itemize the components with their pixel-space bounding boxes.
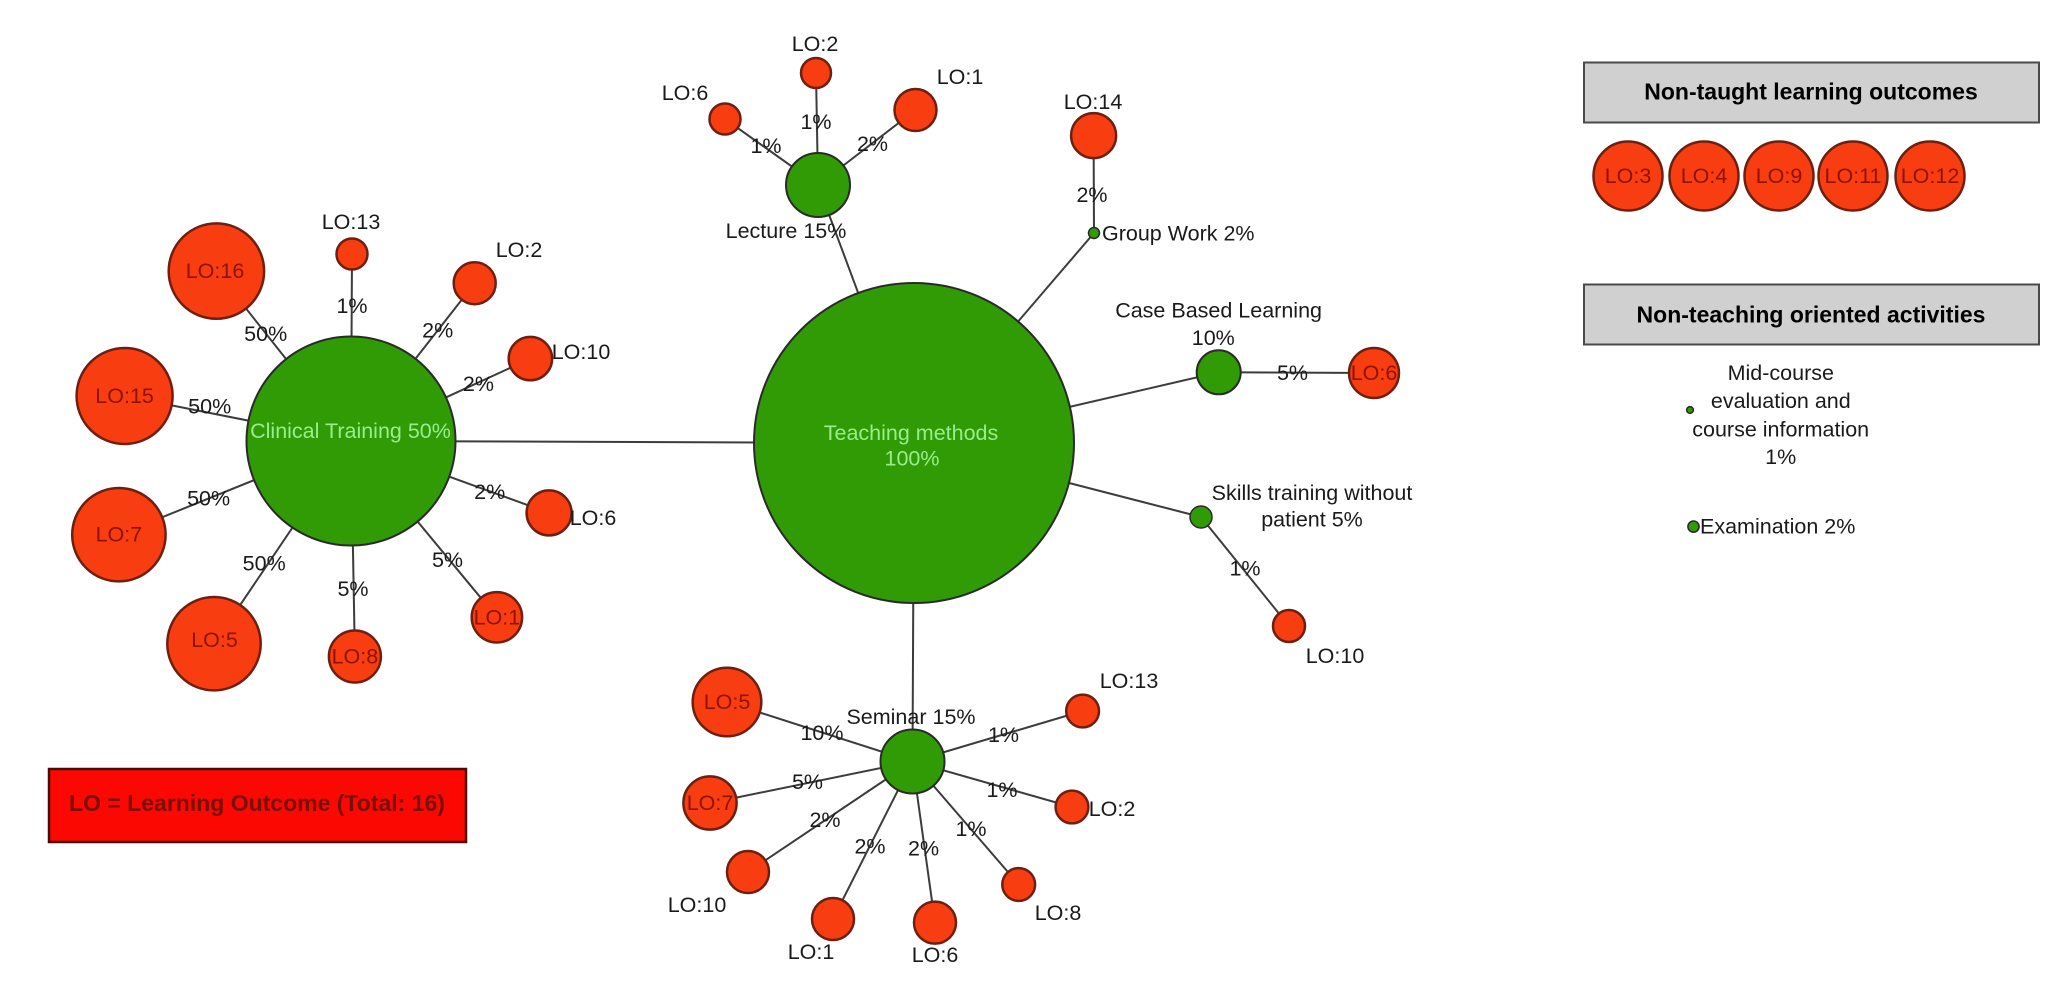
svg-text:1%: 1% xyxy=(750,134,781,158)
svg-text:2%: 2% xyxy=(854,835,885,859)
svg-text:LO:11: LO:11 xyxy=(1825,164,1882,188)
svg-text:evaluation and: evaluation and xyxy=(1711,389,1851,413)
svg-text:5%: 5% xyxy=(337,577,368,601)
svg-text:LO:8: LO:8 xyxy=(332,645,379,669)
svg-text:Mid-course: Mid-course xyxy=(1728,361,1834,385)
svg-text:Case Based Learning: Case Based Learning xyxy=(1115,298,1322,322)
svg-text:1%: 1% xyxy=(988,723,1019,747)
svg-text:1%: 1% xyxy=(986,778,1017,802)
svg-text:LO:12: LO:12 xyxy=(1901,164,1960,188)
svg-text:Skills training without: Skills training without xyxy=(1212,481,1413,505)
svg-text:LO:8: LO:8 xyxy=(1035,901,1082,925)
svg-text:2%: 2% xyxy=(809,808,840,832)
svg-text:5%: 5% xyxy=(1277,361,1308,385)
svg-text:LO:9: LO:9 xyxy=(1756,164,1803,188)
svg-text:2%: 2% xyxy=(857,132,888,156)
svg-text:LO:2: LO:2 xyxy=(792,32,839,56)
svg-text:2%: 2% xyxy=(422,318,453,342)
svg-text:10%: 10% xyxy=(800,721,843,745)
svg-text:1%: 1% xyxy=(955,817,986,841)
svg-text:1%: 1% xyxy=(800,110,831,134)
svg-text:2%: 2% xyxy=(474,480,505,504)
svg-text:LO:1: LO:1 xyxy=(937,65,984,89)
svg-text:LO:13: LO:13 xyxy=(1100,669,1159,693)
svg-text:LO:10: LO:10 xyxy=(1306,644,1365,668)
svg-text:LO:13: LO:13 xyxy=(322,210,381,234)
svg-text:1%: 1% xyxy=(1229,557,1260,581)
svg-text:Teaching methods: Teaching methods xyxy=(824,421,999,445)
svg-text:LO = Learning Outcome (Total:: LO = Learning Outcome (Total: 16) xyxy=(69,790,445,816)
svg-text:Non-taught learning outcomes: Non-taught learning outcomes xyxy=(1644,79,1978,105)
svg-text:LO:6: LO:6 xyxy=(912,943,959,967)
svg-text:Lecture 15%: Lecture 15% xyxy=(726,219,847,243)
svg-text:50%: 50% xyxy=(243,551,286,575)
svg-text:Clinical Training 50%: Clinical Training 50% xyxy=(250,419,451,443)
svg-text:Non-teaching oriented activiti: Non-teaching oriented activities xyxy=(1637,302,1986,328)
svg-text:LO:16: LO:16 xyxy=(186,259,245,283)
svg-text:Group Work 2%: Group Work 2% xyxy=(1102,222,1255,246)
svg-text:LO:7: LO:7 xyxy=(96,523,143,547)
svg-text:2%: 2% xyxy=(1076,183,1107,207)
svg-text:50%: 50% xyxy=(244,322,287,346)
svg-text:LO:1: LO:1 xyxy=(788,940,835,964)
svg-text:LO:4: LO:4 xyxy=(1681,164,1728,188)
svg-text:LO:10: LO:10 xyxy=(552,340,611,364)
svg-text:LO:6: LO:6 xyxy=(662,81,709,105)
svg-text:Examination 2%: Examination 2% xyxy=(1700,515,1855,539)
svg-text:LO:2: LO:2 xyxy=(1089,797,1136,821)
svg-text:2%: 2% xyxy=(908,836,939,860)
svg-text:LO:6: LO:6 xyxy=(570,506,617,530)
svg-text:LO:5: LO:5 xyxy=(704,690,751,714)
svg-text:2%: 2% xyxy=(463,372,494,396)
svg-text:50%: 50% xyxy=(187,486,230,510)
svg-text:1%: 1% xyxy=(1765,445,1796,469)
svg-text:LO:7: LO:7 xyxy=(687,791,734,815)
svg-text:patient 5%: patient 5% xyxy=(1261,508,1363,532)
svg-text:course information: course information xyxy=(1692,418,1869,442)
svg-text:50%: 50% xyxy=(188,395,231,419)
svg-text:100%: 100% xyxy=(885,447,940,471)
svg-text:5%: 5% xyxy=(432,548,463,572)
svg-text:1%: 1% xyxy=(336,294,367,318)
svg-text:LO:5: LO:5 xyxy=(191,628,238,652)
svg-text:LO:3: LO:3 xyxy=(1605,164,1652,188)
svg-text:5%: 5% xyxy=(792,770,823,794)
svg-text:LO:6: LO:6 xyxy=(1351,361,1398,385)
svg-text:LO:10: LO:10 xyxy=(668,893,727,917)
svg-text:LO:15: LO:15 xyxy=(95,384,154,408)
svg-text:10%: 10% xyxy=(1192,326,1235,350)
svg-text:LO:2: LO:2 xyxy=(496,238,543,262)
svg-text:LO:1: LO:1 xyxy=(474,605,521,629)
svg-text:LO:14: LO:14 xyxy=(1064,90,1123,114)
svg-text:Seminar 15%: Seminar 15% xyxy=(846,705,975,729)
